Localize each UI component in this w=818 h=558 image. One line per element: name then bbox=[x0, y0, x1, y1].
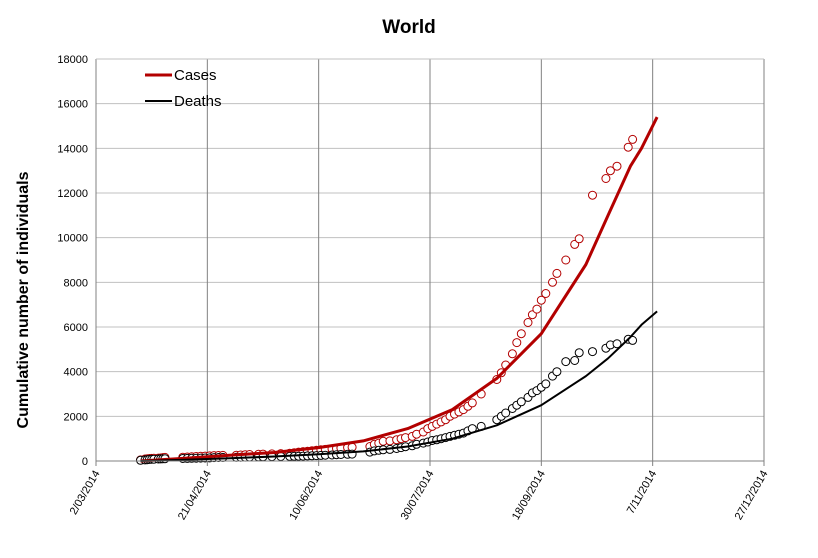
legend-label-deaths: Deaths bbox=[174, 93, 222, 110]
cases-fit-line bbox=[140, 116, 659, 463]
deaths-data-point bbox=[628, 335, 638, 345]
cases-data-point bbox=[532, 304, 542, 314]
cases-data-point bbox=[628, 134, 638, 144]
y-tick-label: 14000 bbox=[57, 143, 88, 155]
y-axis-label: Cumulative number of individuals bbox=[15, 171, 32, 428]
cases-data-point bbox=[516, 329, 526, 339]
cases-data-point bbox=[507, 349, 517, 359]
y-tick-label: 10000 bbox=[57, 233, 88, 245]
cases-data-point bbox=[523, 318, 533, 327]
cases-data-point bbox=[623, 142, 633, 152]
y-tick-label: 16000 bbox=[57, 99, 88, 111]
deaths-fit-line bbox=[140, 310, 658, 462]
y-tick-label: 8000 bbox=[64, 277, 88, 289]
cases-data-point bbox=[612, 161, 622, 171]
y-tick-label: 2000 bbox=[64, 411, 88, 423]
cases-data-point bbox=[601, 174, 611, 183]
deaths-data-point bbox=[588, 347, 597, 357]
deaths-data-point bbox=[516, 397, 526, 407]
deaths-data-point bbox=[574, 348, 584, 358]
cases-data-point bbox=[536, 295, 546, 305]
cases-data-point bbox=[548, 277, 557, 287]
legend-label-cases: Cases bbox=[174, 67, 217, 84]
y-tick-label: 12000 bbox=[57, 188, 88, 200]
y-tick-label: 0 bbox=[82, 456, 88, 468]
deaths-data-point bbox=[501, 408, 511, 418]
cases-data-point bbox=[561, 255, 571, 265]
cases-data-point bbox=[605, 166, 615, 176]
deaths-data-point bbox=[561, 357, 571, 367]
deaths-data-point bbox=[552, 367, 562, 377]
cases-data-point bbox=[512, 338, 522, 348]
legend: Cases Deaths bbox=[145, 67, 222, 110]
deaths-data-point bbox=[612, 339, 622, 349]
axes bbox=[95, 58, 765, 466]
y-tick-label: 18000 bbox=[57, 54, 88, 66]
cases-data-point bbox=[467, 398, 477, 408]
cases-data-point bbox=[574, 234, 584, 244]
cases-data-point bbox=[552, 268, 562, 278]
y-tick-label: 4000 bbox=[64, 367, 88, 379]
deaths-data-point bbox=[570, 356, 580, 365]
plot-series bbox=[136, 116, 659, 465]
y-tick-label: 6000 bbox=[64, 322, 88, 334]
cases-data-point bbox=[541, 289, 551, 298]
chart-title: World bbox=[382, 17, 435, 38]
cases-data-point bbox=[588, 190, 597, 200]
deaths-data-point bbox=[541, 379, 551, 389]
